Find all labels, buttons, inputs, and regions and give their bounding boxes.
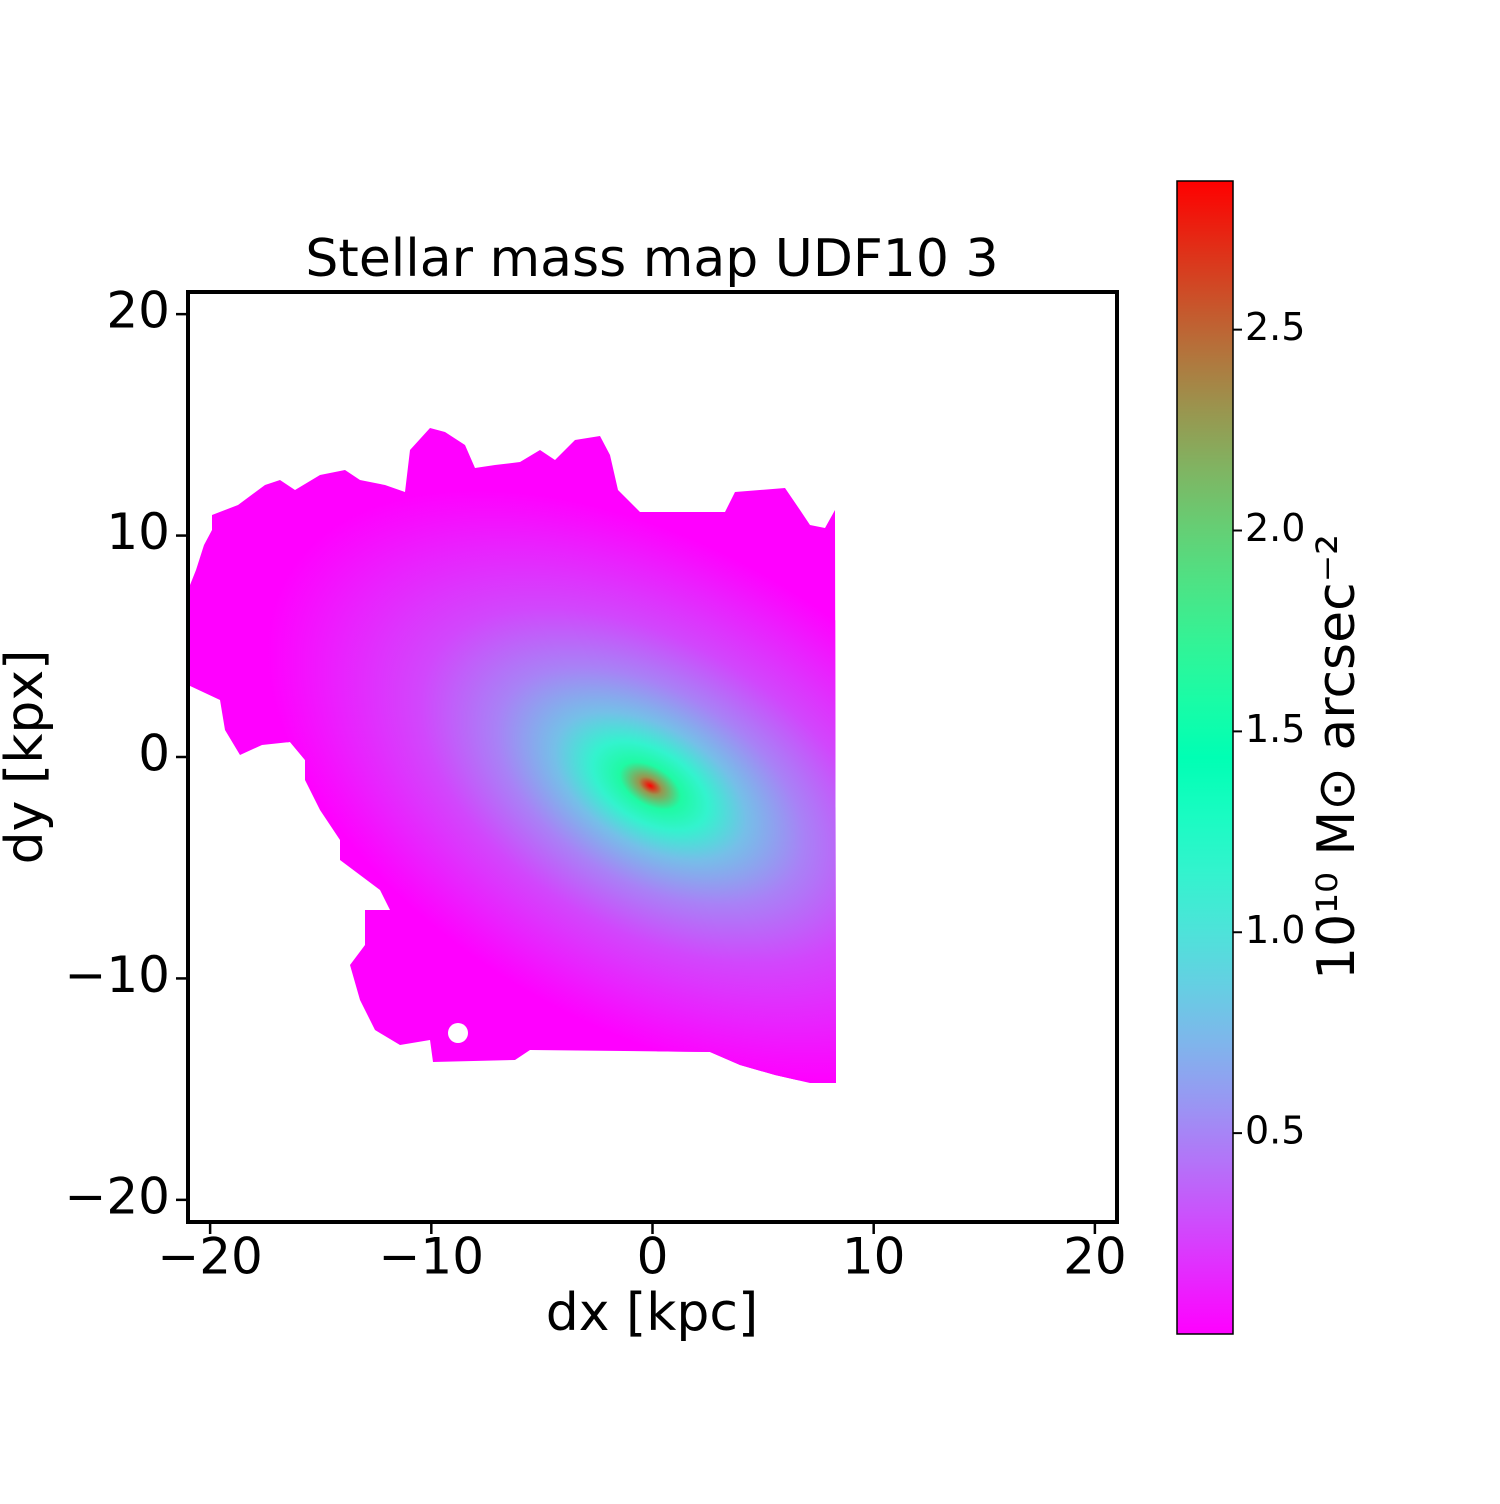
colorbar-label: 10¹⁰ M⊙ arcsec⁻²	[1307, 534, 1367, 980]
chart-title: Stellar mass map UDF10 3	[305, 229, 998, 289]
y-tick-label: 0	[138, 725, 170, 783]
x-tick-label: 20	[1063, 1228, 1127, 1286]
x-tick-label: −20	[157, 1228, 263, 1286]
x-tick-label: 10	[842, 1228, 906, 1286]
x-tick-label: −10	[379, 1228, 485, 1286]
y-tick-label: 10	[106, 503, 170, 561]
mass-map	[188, 428, 836, 1083]
colorbar-tick-label: 1.0	[1245, 908, 1305, 952]
y-axis-label: dy [kpx]	[0, 650, 55, 865]
mass-peak	[267, 490, 836, 1082]
mask-hole	[448, 1023, 468, 1043]
y-tick-label: 20	[106, 282, 170, 340]
colorbar-tick-label: 1.5	[1245, 707, 1305, 751]
x-axis-label: dx [kpc]	[546, 1283, 759, 1343]
x-tick-label: 0	[637, 1228, 669, 1286]
colorbar-tick-label: 0.5	[1245, 1109, 1305, 1153]
colorbar	[1176, 180, 1234, 1335]
y-tick-label: −10	[64, 946, 170, 1004]
colorbar-tick-label: 2.5	[1245, 305, 1305, 349]
colorbar-tick-label: 2.0	[1245, 506, 1305, 550]
y-tick-label: −20	[64, 1167, 170, 1225]
